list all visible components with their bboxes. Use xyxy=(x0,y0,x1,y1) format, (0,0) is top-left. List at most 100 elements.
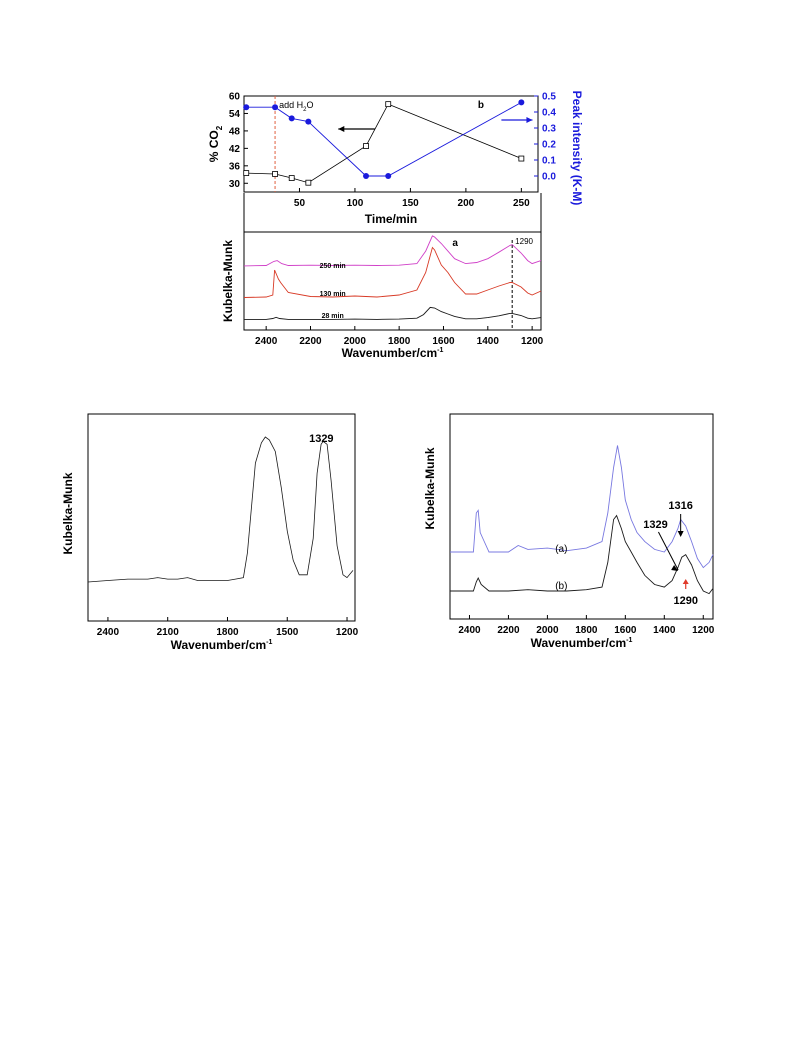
x-axis-title: Wavenumber/cm-1 xyxy=(171,638,273,652)
x-tick-label: 150 xyxy=(402,198,419,209)
x-tick-label: 1800 xyxy=(388,336,411,347)
y-left-tick-label: 42 xyxy=(229,144,241,155)
series-label: 28 min xyxy=(322,313,344,320)
annotation-sub: 2 xyxy=(303,107,307,113)
x-tick-label: 2000 xyxy=(536,625,559,636)
panel-label: b xyxy=(478,100,484,111)
x-tick-label: 250 xyxy=(513,198,530,209)
x-tick-label: 1600 xyxy=(432,336,455,347)
peak-1329-label: 1329 xyxy=(309,433,333,445)
y-right-tick-label: 0.3 xyxy=(542,124,556,135)
plot-frame xyxy=(243,95,539,193)
marker-1290-label: 1290 xyxy=(515,237,533,246)
co2-point xyxy=(243,170,250,176)
panel-b-time-plot: 50 100 150 200 250 30 36 42 48 54 60 0.0 0.1 0.2 0.3 0.… xyxy=(207,91,584,226)
plot-frame xyxy=(449,413,714,620)
co2-point xyxy=(385,101,392,108)
spectrum-line-0 xyxy=(243,235,542,267)
bottom-right-spectra: 2400 2200 2000 1800 1600 1400 1200 Wavenumber/c… xyxy=(423,413,715,650)
x-title-main: Wavenumber/cm xyxy=(531,636,627,650)
y-right-tick-label: 0.4 xyxy=(542,108,556,119)
arrow-1329 xyxy=(658,531,679,571)
x-tick-label: 1600 xyxy=(614,625,637,636)
panel-label: a xyxy=(452,238,458,249)
spectrum-line xyxy=(87,436,354,583)
x-title-main: Wavenumber/cm xyxy=(171,638,267,652)
peak-intensity-point xyxy=(518,99,525,106)
x-tick-label: 2200 xyxy=(497,625,520,636)
x-tick-label: 2400 xyxy=(97,627,120,638)
annotation-1290: 1290 xyxy=(673,595,697,607)
x-tick-label: 2400 xyxy=(255,336,278,347)
x-tick-label: 1500 xyxy=(276,627,299,638)
series-label-b: (b) xyxy=(555,581,567,592)
co2-point xyxy=(518,155,525,162)
add-water-annotation: add H2O xyxy=(279,100,313,113)
y-left-tick-label: 36 xyxy=(229,161,241,172)
spectrum-line-0 xyxy=(450,445,714,569)
y-axis-title: Kubelka-Munk xyxy=(61,472,75,554)
arrowhead-1290 xyxy=(682,579,689,584)
y-left-title-main: % CO xyxy=(207,130,221,162)
panel-a-spectra: 2400 2200 2000 1800 1600 1400 1200 Wavenumber/c… xyxy=(221,193,544,360)
y-axis-title: Kubelka-Munk xyxy=(221,240,235,322)
y-left-axis-title: % CO2 xyxy=(207,125,224,162)
x-tick-label: 1400 xyxy=(653,625,676,636)
plot-frame xyxy=(87,413,356,622)
co2-point xyxy=(272,171,278,177)
x-tick-label: 2000 xyxy=(344,336,367,347)
y-left-tick-label: 30 xyxy=(229,179,241,190)
x-tick-label: 2400 xyxy=(458,625,481,636)
co2-point xyxy=(288,175,295,181)
arrowhead-1316 xyxy=(677,531,684,537)
right-axis-arrowhead xyxy=(526,117,533,123)
y-right-tick-label: 0.2 xyxy=(542,140,556,151)
y-axis-title: Kubelka-Munk xyxy=(423,447,437,529)
annotation-1329: 1329 xyxy=(643,519,667,531)
y-right-axis-title: Peak intensity (K-M) xyxy=(570,91,584,206)
x-tick-label: 50 xyxy=(294,198,306,209)
x-tick-label: 1400 xyxy=(477,336,500,347)
x-tick-label: 1200 xyxy=(336,627,359,638)
series-label: 250 min xyxy=(320,263,346,270)
y-left-tick-label: 48 xyxy=(229,126,241,137)
x-axis-title: Wavenumber/cm-1 xyxy=(342,346,444,360)
x-axis-title: Wavenumber/cm-1 xyxy=(531,636,633,650)
x-tick-label: 1800 xyxy=(216,627,239,638)
co2-point xyxy=(305,179,312,186)
series-peak-intensity-line xyxy=(246,102,522,177)
x-tick-label: 1200 xyxy=(521,336,544,347)
spectrum-line-1 xyxy=(243,246,542,298)
x-tick-label: 1800 xyxy=(575,625,598,636)
x-title-sup: -1 xyxy=(266,639,272,646)
y-right-tick-label: 0.0 xyxy=(542,172,556,183)
y-left-title-sub: 2 xyxy=(215,125,224,130)
x-tick-label: 1200 xyxy=(692,625,715,636)
x-title-sup: -1 xyxy=(437,347,443,354)
x-tick-label: 200 xyxy=(458,198,475,209)
y-right-tick-label: 0.5 xyxy=(542,92,556,103)
x-title-main: Wavenumber/cm xyxy=(342,346,438,360)
y-left-tick-label: 60 xyxy=(229,92,241,103)
peak-intensity-point xyxy=(305,118,312,125)
spectrum-line-1 xyxy=(450,514,714,595)
x-tick-label: 100 xyxy=(347,198,364,209)
x-tick-label: 2200 xyxy=(299,336,322,347)
peak-intensity-point xyxy=(288,115,295,122)
peak-intensity-point xyxy=(272,104,279,111)
plot-frame xyxy=(243,231,542,331)
peak-intensity-point xyxy=(243,104,250,111)
y-right-tick-label: 0.1 xyxy=(542,156,556,167)
peak-intensity-point xyxy=(363,173,370,179)
series-label: 130 min xyxy=(320,291,346,298)
x-axis-title: Time/min xyxy=(365,212,417,226)
annotation-1316: 1316 xyxy=(668,500,692,512)
spectrum-line-2 xyxy=(244,306,542,320)
annotation-suffix: O xyxy=(306,100,313,110)
co2-point xyxy=(363,143,369,149)
x-tick-label: 2100 xyxy=(157,627,180,638)
annotation-main: add H xyxy=(279,100,303,110)
peak-intensity-point xyxy=(385,173,392,179)
x-title-sup: -1 xyxy=(626,637,632,644)
